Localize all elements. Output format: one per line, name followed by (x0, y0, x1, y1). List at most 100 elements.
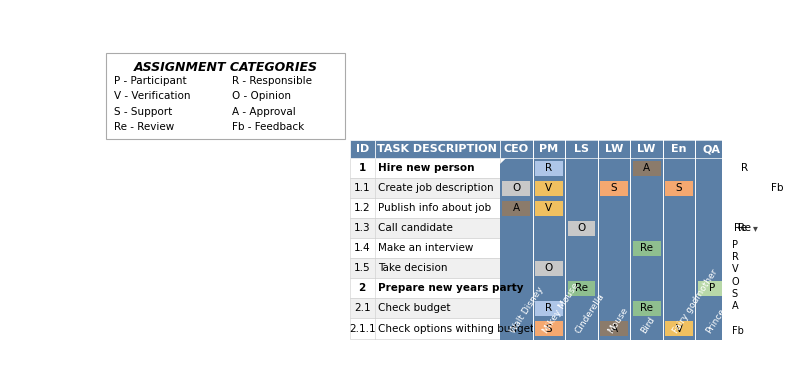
Bar (350, 178, 793, 198)
Text: LW: LW (638, 144, 656, 154)
Text: O: O (577, 223, 585, 233)
Text: R: R (545, 303, 553, 314)
Bar (633, 161, 661, 176)
Text: S: S (676, 183, 683, 193)
Text: Hire new person: Hire new person (379, 163, 475, 173)
Bar (600, 321, 628, 336)
Text: A: A (732, 301, 739, 311)
Text: O - Opinion: O - Opinion (232, 91, 291, 102)
Bar (350, 140, 375, 158)
Bar (350, 158, 793, 178)
Bar (633, 241, 661, 256)
Text: P: P (709, 284, 715, 293)
Text: P: P (732, 240, 738, 250)
Text: Mikey Mouse: Mikey Mouse (541, 282, 581, 335)
Bar (731, 161, 758, 176)
Text: A - Approval: A - Approval (232, 107, 296, 117)
Bar (750, 221, 760, 236)
Text: Re - Review: Re - Review (114, 122, 175, 132)
Text: V: V (675, 324, 683, 333)
Text: Fairy godmother: Fairy godmother (671, 268, 719, 335)
Text: ▾: ▾ (753, 223, 758, 233)
Text: En: En (671, 144, 687, 154)
Text: A: A (512, 203, 520, 214)
Bar (568, 221, 595, 236)
Text: 1.1: 1.1 (354, 183, 371, 193)
Bar (597, 140, 630, 158)
Bar (535, 261, 563, 276)
Text: 2: 2 (358, 284, 366, 293)
Text: Re: Re (640, 244, 653, 253)
Bar (663, 140, 695, 158)
Text: A: A (610, 324, 618, 333)
Text: S: S (545, 324, 553, 333)
Text: V: V (545, 183, 553, 193)
Text: R: R (741, 163, 747, 173)
Text: O: O (545, 263, 553, 273)
Bar (503, 201, 530, 216)
Bar (698, 281, 726, 296)
Text: Re: Re (738, 223, 751, 233)
Text: Cu: Cu (769, 144, 785, 154)
Text: Fb - Feedback: Fb - Feedback (232, 122, 304, 132)
Text: 2.1: 2.1 (354, 303, 371, 314)
Bar (350, 298, 793, 319)
Text: LW: LW (605, 144, 623, 154)
Text: ASSIGNMENT CATEGORIES: ASSIGNMENT CATEGORIES (134, 61, 318, 74)
Polygon shape (500, 140, 793, 340)
Text: 1.3: 1.3 (354, 223, 371, 233)
Text: Create job description: Create job description (379, 183, 494, 193)
Text: 1.2: 1.2 (354, 203, 371, 214)
Bar (731, 221, 750, 236)
Text: Mouse: Mouse (606, 306, 630, 335)
Text: P - Participant: P - Participant (114, 76, 187, 86)
Bar (731, 221, 758, 236)
Text: Publish info about job: Publish info about job (379, 203, 492, 214)
Text: Cinderella: Cinderella (574, 292, 606, 335)
Text: R: R (732, 252, 739, 262)
Text: 1.5: 1.5 (354, 263, 371, 273)
Text: Make an interview: Make an interview (379, 244, 474, 253)
Bar (633, 301, 661, 316)
Text: S: S (732, 289, 738, 299)
Bar (695, 140, 728, 158)
Bar (533, 140, 565, 158)
Text: 2.1.1: 2.1.1 (349, 324, 375, 333)
Text: S: S (611, 183, 618, 193)
Text: 1st sister: 1st sister (737, 296, 767, 335)
Bar (728, 312, 767, 325)
Text: 1.4: 1.4 (354, 244, 371, 253)
Text: CEO: CEO (504, 144, 529, 154)
Text: ID: ID (355, 144, 369, 154)
Bar (535, 201, 563, 216)
Bar (350, 238, 793, 258)
Text: Check budget: Check budget (379, 303, 451, 314)
Text: V: V (545, 203, 553, 214)
Bar (350, 218, 793, 238)
Text: V - Verification: V - Verification (114, 91, 191, 102)
Text: AM: AM (735, 144, 754, 154)
Text: Call candidate: Call candidate (379, 223, 453, 233)
Text: Re: Re (734, 223, 747, 233)
Text: Prepare new years party: Prepare new years party (379, 284, 524, 293)
Text: Fb: Fb (732, 326, 743, 336)
Text: TASK DESCRIPTION: TASK DESCRIPTION (378, 144, 497, 154)
Text: Bird: Bird (639, 315, 657, 335)
Bar (350, 279, 793, 298)
Bar (535, 301, 563, 316)
Bar (535, 180, 563, 196)
Text: Re: Re (575, 284, 588, 293)
Bar (375, 140, 500, 158)
Bar (728, 238, 767, 337)
Bar (350, 198, 793, 218)
Bar (350, 319, 793, 338)
Bar (728, 140, 760, 158)
Bar (665, 180, 693, 196)
Bar (503, 180, 530, 196)
Bar (600, 180, 628, 196)
Text: Walt Disney: Walt Disney (509, 286, 545, 335)
Bar (630, 140, 663, 158)
Text: Prince: Prince (704, 307, 727, 335)
Bar (350, 258, 793, 279)
Text: Fb: Fb (771, 183, 783, 193)
